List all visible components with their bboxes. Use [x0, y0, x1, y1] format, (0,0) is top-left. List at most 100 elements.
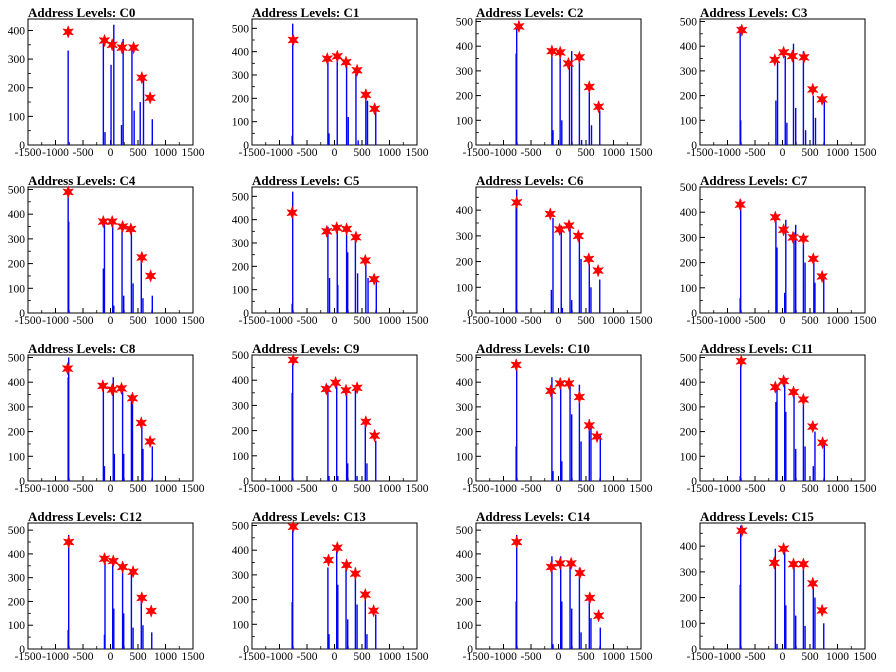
x-tick-label: -1000 [714, 651, 741, 663]
peak-marker [798, 50, 810, 64]
y-tick-label: 500 [680, 352, 698, 364]
peak-marker [583, 252, 595, 266]
histogram-bar [515, 601, 517, 649]
peak-marker [593, 100, 605, 113]
x-tick-label: -1500 [239, 483, 266, 495]
y-tick-label: 500 [8, 525, 26, 537]
x-tick-label: 500 [801, 315, 819, 327]
histogram-bar [812, 582, 814, 649]
histogram-bar [104, 558, 106, 649]
y-tick-label: 300 [232, 400, 250, 412]
y-tick-label: 400 [456, 205, 474, 217]
y-tick-label: 100 [680, 618, 698, 630]
histogram-bar [793, 392, 795, 481]
y-tick-label: 0 [467, 644, 473, 656]
y-tick-label: 0 [19, 644, 25, 656]
histogram-bar [560, 556, 562, 649]
histogram-bar [131, 44, 133, 145]
chart-svg: 0 100 200 300 400 500 -1500 -1000 -500 0 500 1000 15… [680, 182, 877, 327]
x-tick-label: 1500 [406, 315, 429, 327]
plot-frame [27, 186, 194, 314]
histogram-bar [375, 614, 377, 649]
x-tick-label: 1000 [602, 315, 625, 327]
y-tick-label: 100 [232, 117, 250, 129]
x-tick-label: -1000 [42, 483, 69, 495]
x-tick-label: -1000 [490, 651, 517, 663]
y-tick-label: 200 [232, 595, 250, 607]
x-tick-label: -1000 [714, 315, 741, 327]
peak-marker [807, 83, 819, 96]
x-tick-label: 1500 [182, 651, 205, 663]
histogram-bar [365, 261, 367, 313]
peak-marker [106, 383, 118, 396]
histogram-bar [291, 303, 293, 313]
chart-title: Address Levels: C6 [476, 173, 584, 188]
histogram-bar [551, 377, 553, 481]
x-tick-label: -1000 [42, 651, 69, 663]
peak-marker [513, 20, 525, 33]
x-tick-label: 0 [332, 147, 338, 159]
histogram-bar [121, 565, 124, 649]
y-tick-label: 0 [19, 308, 25, 320]
x-tick-label: 0 [332, 483, 338, 495]
x-tick-label: 500 [577, 315, 595, 327]
chart-svg: 0 100 200 300 400 500 -1500 -1000 -500 0 500 1000 15… [680, 352, 877, 495]
y-tick-label: 300 [232, 570, 250, 582]
histogram-bar [113, 608, 115, 649]
chart-title: Address Levels: C3 [700, 5, 808, 20]
x-tick-label: 1000 [154, 147, 177, 159]
peak-marker [360, 415, 372, 429]
histogram-bar [375, 280, 377, 313]
x-tick-label: 500 [129, 483, 147, 495]
x-tick-label: 0 [108, 483, 114, 495]
histogram-bar [588, 594, 590, 649]
peak-marker [116, 41, 128, 54]
y-tick-label: 200 [456, 596, 474, 608]
peak-marker [145, 269, 157, 283]
histogram-bar [113, 24, 115, 145]
y-tick-label: 400 [232, 215, 250, 227]
histogram-bar [569, 561, 571, 649]
y-tick-label: 500 [680, 182, 698, 194]
x-tick-label: -1500 [239, 147, 266, 159]
histogram-bar [802, 51, 805, 145]
histogram-bar [354, 390, 357, 481]
peak-marker [736, 524, 748, 538]
y-tick-label: 200 [680, 91, 698, 103]
histogram-bar [804, 262, 806, 313]
histogram-bar [776, 61, 779, 145]
histogram-bar [355, 70, 357, 145]
histogram-bar [552, 471, 554, 481]
y-tick-label: 100 [8, 451, 26, 463]
histogram-bar [366, 634, 368, 649]
x-tick-label: 500 [577, 147, 595, 159]
histogram-bar [347, 463, 349, 481]
histogram-bar [140, 258, 142, 313]
y-tick-label: 500 [232, 350, 250, 362]
y-tick-label: 500 [456, 16, 474, 28]
histogram-bar [552, 644, 554, 649]
plot-frame [699, 522, 866, 650]
peak-marker [554, 46, 566, 59]
peak-marker [368, 272, 380, 286]
x-tick-label: -500 [296, 315, 317, 327]
histogram-bar [515, 205, 517, 313]
x-tick-label: 1000 [602, 147, 625, 159]
histogram-bar [345, 390, 348, 481]
y-tick-label: 500 [680, 16, 698, 28]
histogram-bar [123, 295, 125, 313]
histogram-bar [740, 362, 742, 481]
y-tick-label: 500 [8, 184, 26, 196]
peak-marker [554, 557, 566, 570]
histogram-bar [141, 421, 143, 481]
histogram-bar [559, 51, 561, 145]
histogram-bar [336, 385, 338, 481]
histogram-bar [142, 79, 145, 145]
histogram-bar [151, 632, 153, 649]
peak-marker [127, 391, 138, 405]
histogram-bar [364, 599, 366, 649]
histogram-bar [804, 625, 806, 649]
y-tick-label: 100 [680, 115, 698, 127]
y-tick-label: 400 [456, 377, 474, 389]
y-tick-label: 400 [8, 549, 26, 561]
